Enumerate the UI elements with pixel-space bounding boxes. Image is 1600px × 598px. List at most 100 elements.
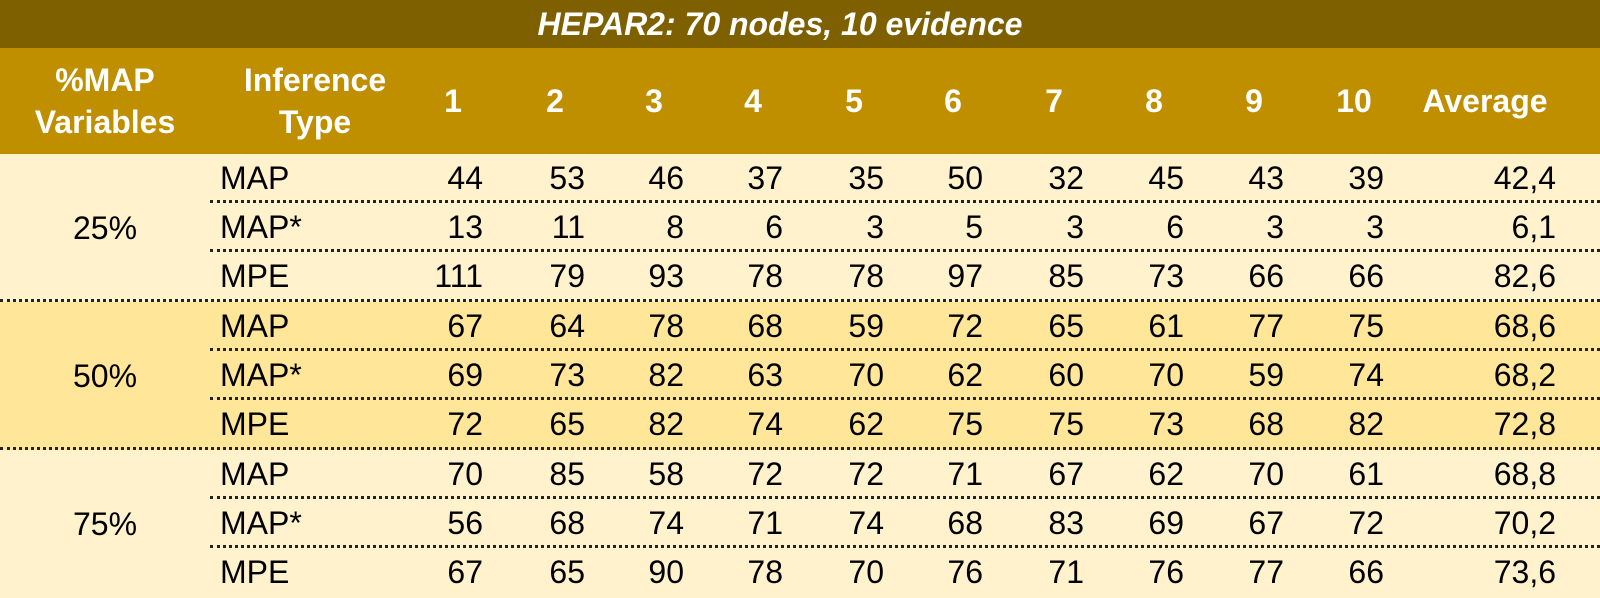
average-cell: 70,2: [1493, 505, 1556, 541]
value-cell: 65: [549, 554, 585, 590]
value-cell: 74: [848, 505, 884, 541]
value-cell: 3: [1266, 209, 1284, 245]
value-cell: 50: [947, 160, 983, 196]
value-cell: 8: [666, 209, 684, 245]
inference-type-cell: MPE: [220, 406, 290, 442]
value-cell: 43: [1248, 160, 1284, 196]
value-cell: 67: [1048, 456, 1084, 492]
value-cell: 63: [747, 357, 783, 393]
value-cell: 11: [551, 209, 585, 245]
value-cell: 83: [1048, 505, 1084, 541]
value-cell: 97: [947, 258, 983, 294]
value-cell: 61: [1348, 456, 1384, 492]
value-cell: 45: [1148, 160, 1184, 196]
value-cell: 75: [1048, 406, 1084, 442]
row-group-25pct: 25% MAP 44 53 46 37 35 50 32 45 43 39 42,4 MAP* 13 11 8 6…: [0, 154, 1600, 302]
value-cell: 77: [1248, 308, 1284, 344]
inference-type-cell: MAP*: [220, 209, 302, 245]
value-cell: 70: [848, 357, 884, 393]
value-cell: 66: [1348, 554, 1384, 590]
average-cell: 6,1: [1511, 209, 1556, 245]
value-cell: 78: [648, 308, 684, 344]
value-cell: 72: [848, 456, 884, 492]
value-cell: 5: [965, 209, 983, 245]
value-cell: 39: [1348, 160, 1384, 196]
header-map-variables: %MAP Variables: [34, 62, 176, 140]
value-cell: 75: [947, 406, 983, 442]
value-cell: 85: [1048, 258, 1084, 294]
value-cell: 82: [1348, 406, 1384, 442]
header-col-7: 7: [1045, 83, 1063, 119]
value-cell: 67: [447, 554, 483, 590]
inference-type-cell: MAP*: [220, 357, 302, 393]
value-cell: 74: [648, 505, 684, 541]
value-cell: 65: [1048, 308, 1084, 344]
value-cell: 59: [848, 308, 884, 344]
average-cell: 68,8: [1493, 456, 1556, 492]
header-inference-type: Inference Type: [243, 62, 387, 140]
value-cell: 58: [648, 456, 684, 492]
value-cell: 72: [947, 308, 983, 344]
header-average: Average: [1422, 83, 1548, 119]
value-cell: 70: [447, 456, 483, 492]
average-cell: 42,4: [1493, 160, 1556, 196]
table-row: MAP 44 53 46 37 35 50 32 45 43 39 42,4: [210, 154, 1600, 203]
value-cell: 111: [434, 258, 483, 294]
group-label: 75%: [72, 505, 138, 542]
value-cell: 73: [1148, 406, 1184, 442]
value-cell: 77: [1248, 554, 1284, 590]
header-col-1: 1: [444, 83, 462, 119]
inference-type-cell: MAP*: [220, 505, 302, 541]
value-cell: 65: [549, 406, 585, 442]
table-title: HEPAR2: 70 nodes, 10 evidence: [537, 5, 1023, 42]
value-cell: 90: [648, 554, 684, 590]
value-cell: 76: [1148, 554, 1184, 590]
table-row: MPE 72 65 82 74 62 75 75 73 68 82 72,8: [210, 400, 1600, 449]
value-cell: 56: [447, 505, 483, 541]
value-cell: 79: [549, 258, 585, 294]
value-cell: 3: [1066, 209, 1084, 245]
header-col-9: 9: [1245, 83, 1263, 119]
table-row: MAP* 56 68 74 71 74 68 83 69 67 72 70,2: [210, 499, 1600, 548]
value-cell: 73: [549, 357, 585, 393]
value-cell: 73: [1148, 258, 1184, 294]
header-col-3: 3: [645, 83, 663, 119]
header-col-6: 6: [944, 83, 962, 119]
table-row: MAP* 13 11 8 6 3 5 3 6 3 3 6,1: [210, 203, 1600, 252]
value-cell: 3: [1366, 209, 1384, 245]
average-cell: 68,6: [1493, 308, 1556, 344]
value-cell: 72: [1348, 505, 1384, 541]
value-cell: 71: [747, 505, 783, 541]
value-cell: 35: [848, 160, 884, 196]
row-group-50pct: 50% MAP 67 64 78 68 59 72 65 61 77 75 68,6 MAP* 69 73 82…: [0, 302, 1600, 450]
value-cell: 71: [947, 456, 983, 492]
value-cell: 82: [648, 357, 684, 393]
value-cell: 61: [1148, 308, 1184, 344]
average-cell: 68,2: [1493, 357, 1556, 393]
value-cell: 82: [648, 406, 684, 442]
value-cell: 68: [549, 505, 585, 541]
header-col-4: 4: [744, 83, 762, 119]
inference-type-cell: MPE: [220, 554, 290, 590]
value-cell: 66: [1348, 258, 1384, 294]
table-row: MAP 70 85 58 72 72 71 67 62 70 61 68,8: [210, 450, 1600, 499]
value-cell: 69: [447, 357, 483, 393]
table-row: MAP 67 64 78 68 59 72 65 61 77 75 68,6: [210, 302, 1600, 351]
group-label: 25%: [72, 209, 138, 246]
average-cell: 72,8: [1493, 406, 1556, 442]
value-cell: 59: [1248, 357, 1284, 393]
header-col-10: 10: [1336, 83, 1372, 119]
value-cell: 68: [947, 505, 983, 541]
value-cell: 67: [447, 308, 483, 344]
inference-type-cell: MAP: [220, 456, 290, 492]
value-cell: 3: [866, 209, 884, 245]
value-cell: 70: [1148, 357, 1184, 393]
value-cell: 78: [747, 554, 783, 590]
value-cell: 78: [848, 258, 884, 294]
value-cell: 78: [747, 258, 783, 294]
value-cell: 72: [447, 406, 483, 442]
row-group-75pct: 75% MAP 70 85 58 72 72 71 67 62 70 61 68,8 MAP* 56 68 74…: [0, 450, 1600, 598]
table-row: MAP* 69 73 82 63 70 62 60 70 59 74 68,2: [210, 351, 1600, 400]
inference-type-cell: MPE: [220, 258, 290, 294]
value-cell: 70: [1248, 456, 1284, 492]
